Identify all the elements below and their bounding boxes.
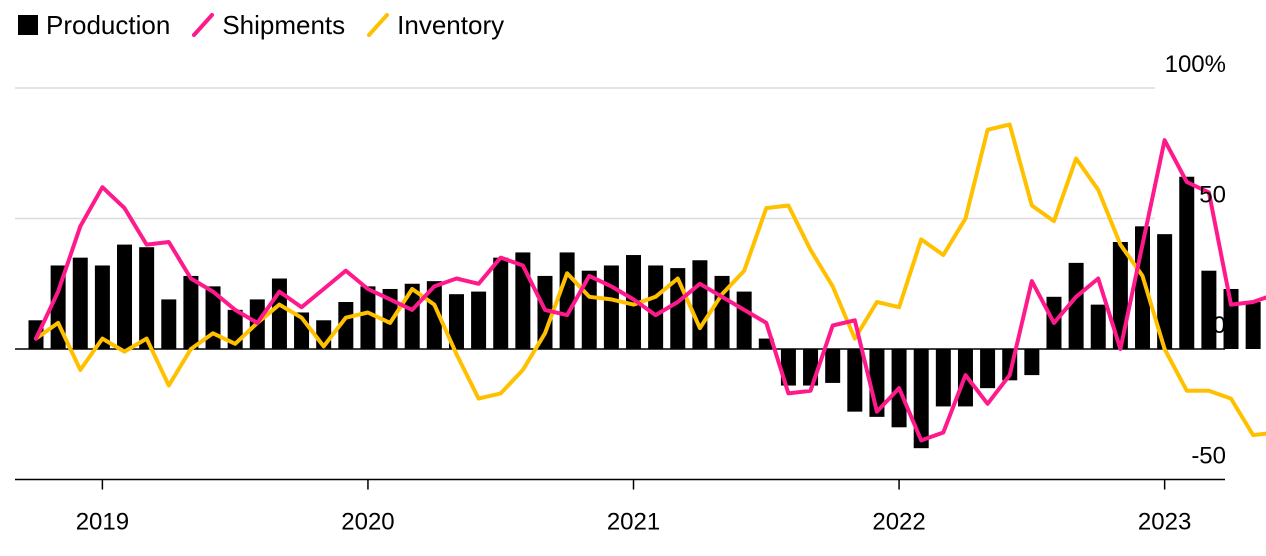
chart-legend: Production Shipments Inventory: [18, 8, 504, 42]
legend-label-shipments: Shipments: [222, 9, 346, 40]
production-bar: [471, 291, 487, 349]
production-bar: [1157, 234, 1173, 349]
production-bar: [382, 288, 398, 349]
production-bar: [935, 349, 951, 407]
legend-item-production: Production: [18, 10, 170, 41]
production-bar: [1068, 262, 1084, 349]
production-bar: [913, 349, 929, 449]
x-tick-label: 2023: [1138, 509, 1191, 536]
production-bar: [825, 349, 841, 383]
production-bar: [1179, 176, 1195, 349]
production-bar: [537, 275, 553, 349]
production-bar: [360, 286, 376, 349]
y-tick-label: -50: [1191, 443, 1226, 470]
y-tick-label: 0: [1213, 312, 1226, 339]
shipments-line: [34, 138, 1266, 443]
production-bar: [980, 349, 996, 389]
production-bar: [404, 283, 420, 349]
y-tick-label: 50: [1199, 182, 1226, 209]
production-bar: [448, 294, 464, 349]
production-bar: [736, 291, 752, 349]
x-tick-label: 2020: [341, 509, 394, 536]
legend-swatch-production: [18, 15, 38, 35]
legend-label-production: Production: [46, 9, 171, 40]
legend-swatch-inventory: [367, 13, 390, 37]
x-tick-label: 2021: [607, 509, 660, 536]
production-bar: [626, 255, 642, 349]
line-series-layer: [34, 122, 1266, 443]
legend-item-inventory: Inventory: [367, 10, 504, 41]
production-bar: [426, 281, 442, 349]
x-tick-label: 2022: [872, 509, 925, 536]
y-tick-label: 100%: [1165, 51, 1226, 78]
production-bar: [493, 257, 509, 349]
x-tick-label: 2019: [76, 509, 129, 536]
axes-layer: 100% 50 0 -50 2019 2020 2021 2022 2023: [76, 51, 1226, 536]
production-bar: [183, 275, 199, 349]
production-bar: [1245, 302, 1261, 349]
production-bar: [72, 257, 88, 349]
production-bar: [1024, 349, 1040, 376]
production-bar: [338, 302, 354, 349]
production-bar: [117, 244, 133, 349]
production-bar: [161, 299, 177, 349]
legend-swatch-shipments: [192, 13, 215, 37]
production-bar: [94, 265, 110, 349]
production-bar: [603, 265, 619, 349]
production-bar: [271, 278, 287, 349]
legend-label-inventory: Inventory: [397, 9, 505, 40]
production-bar: [758, 338, 774, 349]
production-bar: [1201, 270, 1217, 349]
legend-item-shipments: Shipments: [192, 10, 345, 41]
production-bar: [648, 265, 664, 349]
production-bar: [847, 349, 863, 412]
production-bar: [1090, 304, 1106, 349]
production-bars: [28, 176, 1261, 449]
production-bar: [559, 252, 575, 349]
production-bar: [139, 247, 155, 349]
production-bar: [692, 260, 708, 349]
